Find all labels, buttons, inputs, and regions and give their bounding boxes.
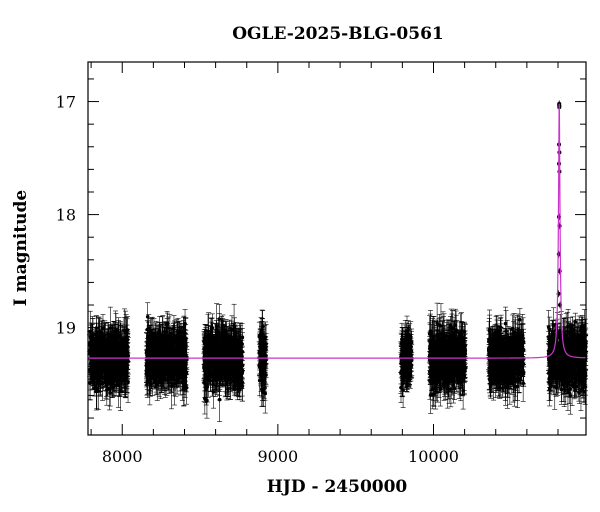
x-tick-label: 9000 — [258, 447, 299, 466]
y-tick-label: 19 — [56, 319, 76, 338]
y-tick-label: 18 — [56, 206, 76, 225]
x-tick-labels: 8000 9000 10000 — [102, 447, 459, 466]
y-tick-labels: 17 18 19 — [56, 93, 76, 338]
x-tick-label: 10000 — [408, 447, 459, 466]
x-axis-label: HJD - 2450000 — [267, 477, 408, 497]
chart-title: OGLE-2025-BLG-0561 — [232, 24, 444, 44]
y-axis-label: I magnitude — [11, 190, 31, 307]
data-points — [87, 100, 589, 422]
x-tick-label: 8000 — [102, 447, 143, 466]
y-tick-label: 17 — [56, 93, 76, 112]
